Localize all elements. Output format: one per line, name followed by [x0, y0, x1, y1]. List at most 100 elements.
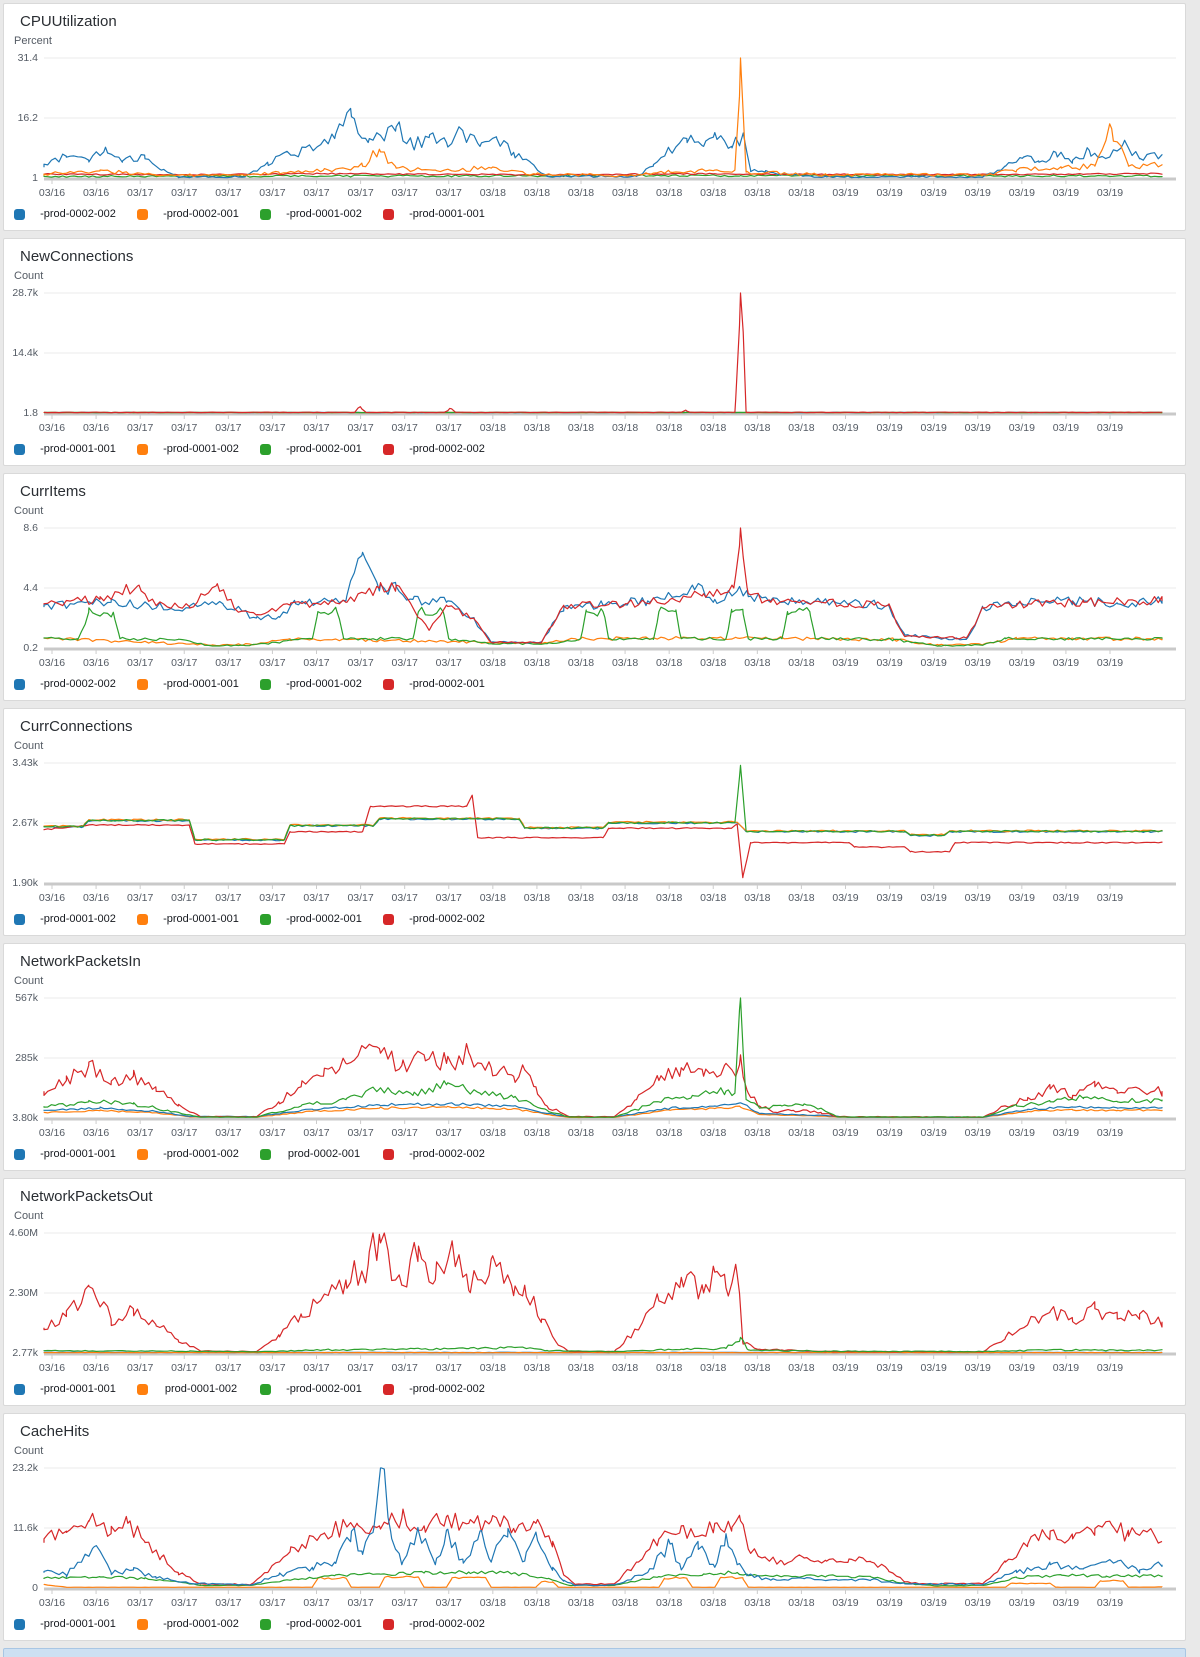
- x-tick-label: 03/17: [347, 657, 373, 669]
- x-tick-label: 03/18: [612, 1362, 638, 1374]
- legend-swatch-orange: [137, 679, 148, 690]
- legend-item[interactable]: -prod-0002-002: [383, 1383, 500, 1395]
- legend-item[interactable]: -prod-0001-002: [260, 678, 377, 690]
- x-tick-label: 03/17: [171, 892, 197, 904]
- y-tick-label: 1.8: [23, 407, 38, 419]
- x-tick-label: 03/17: [347, 187, 373, 199]
- legend-item[interactable]: -prod-0002-001: [260, 913, 377, 925]
- panel-title: CPUUtilization: [4, 4, 1185, 32]
- x-tick-label: 03/17: [127, 892, 153, 904]
- x-tick-label: 03/19: [1009, 1127, 1035, 1139]
- x-tick-label: 03/19: [965, 892, 991, 904]
- legend-item[interactable]: -prod-0001-001: [14, 1618, 131, 1630]
- legend-label: -prod-0002-001: [271, 443, 377, 455]
- x-tick-label: 03/17: [303, 892, 329, 904]
- x-tick-label: 03/18: [744, 1127, 770, 1139]
- x-tick-label: 03/17: [303, 1127, 329, 1139]
- chart-legend: -prod-0001-001 prod-0001-002 -prod-0002-00…: [4, 1377, 1185, 1401]
- legend-item[interactable]: -prod-0002-002: [383, 1618, 500, 1630]
- y-axis-unit-label: Percent: [14, 34, 1185, 48]
- x-tick-label: 03/19: [1009, 1597, 1035, 1609]
- legend-item[interactable]: -prod-0001-001: [14, 1148, 131, 1160]
- legend-item[interactable]: -prod-0001-001: [137, 678, 254, 690]
- legend-item[interactable]: -prod-0001-001: [14, 443, 131, 455]
- legend-swatch-red: [383, 679, 394, 690]
- legend-label: -prod-0001-002: [148, 443, 254, 455]
- x-tick-label: 03/17: [303, 657, 329, 669]
- legend-item[interactable]: -prod-0002-002: [383, 443, 500, 455]
- legend-item[interactable]: -prod-0001-002: [137, 1618, 254, 1630]
- series-line-red: [44, 1044, 1162, 1118]
- legend-item[interactable]: -prod-0002-002: [14, 208, 131, 220]
- legend-item[interactable]: -prod-0001-001: [137, 913, 254, 925]
- x-tick-label: 03/18: [788, 1597, 814, 1609]
- x-tick-label: 03/19: [1097, 1597, 1123, 1609]
- x-tick-label: 03/19: [876, 1362, 902, 1374]
- legend-item[interactable]: -prod-0002-002: [383, 913, 500, 925]
- legend-swatch-blue: [14, 1619, 25, 1630]
- x-tick-label: 03/18: [480, 892, 506, 904]
- legend-swatch-blue: [14, 444, 25, 455]
- x-tick-label: 03/19: [965, 657, 991, 669]
- legend-label: -prod-0001-002: [271, 678, 377, 690]
- x-tick-label: 03/18: [656, 422, 682, 434]
- x-tick-label: 03/18: [744, 1597, 770, 1609]
- legend-item[interactable]: -prod-0002-001: [260, 1618, 377, 1630]
- x-tick-label: 03/17: [436, 892, 462, 904]
- y-tick-label: 0.2: [23, 642, 38, 654]
- chart-legend: -prod-0001-001 -prod-0001-002 prod-0002-00…: [4, 1142, 1185, 1166]
- x-tick-label: 03/18: [700, 187, 726, 199]
- legend-item[interactable]: prod-0002-001: [260, 1148, 377, 1160]
- legend-item[interactable]: -prod-0001-002: [260, 208, 377, 220]
- legend-label: -prod-0001-001: [25, 1383, 131, 1395]
- legend-label: -prod-0001-001: [394, 208, 500, 220]
- legend-item[interactable]: -prod-0001-002: [14, 913, 131, 925]
- legend-item[interactable]: -prod-0001-002: [137, 1148, 254, 1160]
- x-tick-label: 03/19: [1053, 657, 1079, 669]
- legend-item[interactable]: -prod-0002-002: [383, 1148, 500, 1160]
- legend-label: -prod-0001-002: [148, 1148, 254, 1160]
- x-tick-label: 03/19: [1097, 187, 1123, 199]
- legend-label: -prod-0002-002: [25, 678, 131, 690]
- legend-item[interactable]: -prod-0001-001: [383, 208, 500, 220]
- legend-item[interactable]: -prod-0001-002: [137, 443, 254, 455]
- x-tick-label: 03/19: [921, 1127, 947, 1139]
- y-tick-label: 23.2k: [12, 1462, 38, 1474]
- x-tick-label: 03/17: [436, 187, 462, 199]
- legend-item[interactable]: -prod-0002-001: [137, 208, 254, 220]
- x-tick-label: 03/17: [436, 657, 462, 669]
- x-tick-label: 03/17: [215, 657, 241, 669]
- legend-item[interactable]: -prod-0002-001: [260, 443, 377, 455]
- x-tick-label: 03/19: [832, 1597, 858, 1609]
- x-tick-label: 03/18: [568, 187, 594, 199]
- y-tick-label: 2.77k: [12, 1347, 38, 1359]
- y-tick-label: 3.80k: [12, 1112, 38, 1124]
- x-tick-label: 03/17: [436, 1362, 462, 1374]
- legend-swatch-red: [383, 1384, 394, 1395]
- legend-item[interactable]: -prod-0002-001: [383, 678, 500, 690]
- x-tick-label: 03/18: [480, 187, 506, 199]
- x-tick-label: 03/17: [127, 657, 153, 669]
- legend-label: -prod-0001-001: [148, 913, 254, 925]
- series-line-orange: [44, 58, 1162, 177]
- x-tick-label: 03/19: [965, 187, 991, 199]
- legend-item[interactable]: -prod-0001-001: [14, 1383, 131, 1395]
- legend-item[interactable]: -prod-0002-001: [260, 1383, 377, 1395]
- x-tick-label: 03/19: [921, 187, 947, 199]
- y-tick-label: 31.4: [18, 52, 39, 64]
- legend-item[interactable]: prod-0001-002: [137, 1383, 254, 1395]
- x-tick-label: 03/18: [700, 1597, 726, 1609]
- y-axis-unit-label: Count: [14, 269, 1185, 283]
- y-tick-label: 1: [32, 172, 38, 184]
- legend-item[interactable]: -prod-0002-002: [14, 678, 131, 690]
- x-tick-label: 03/17: [392, 422, 418, 434]
- x-tick-label: 03/16: [83, 1127, 109, 1139]
